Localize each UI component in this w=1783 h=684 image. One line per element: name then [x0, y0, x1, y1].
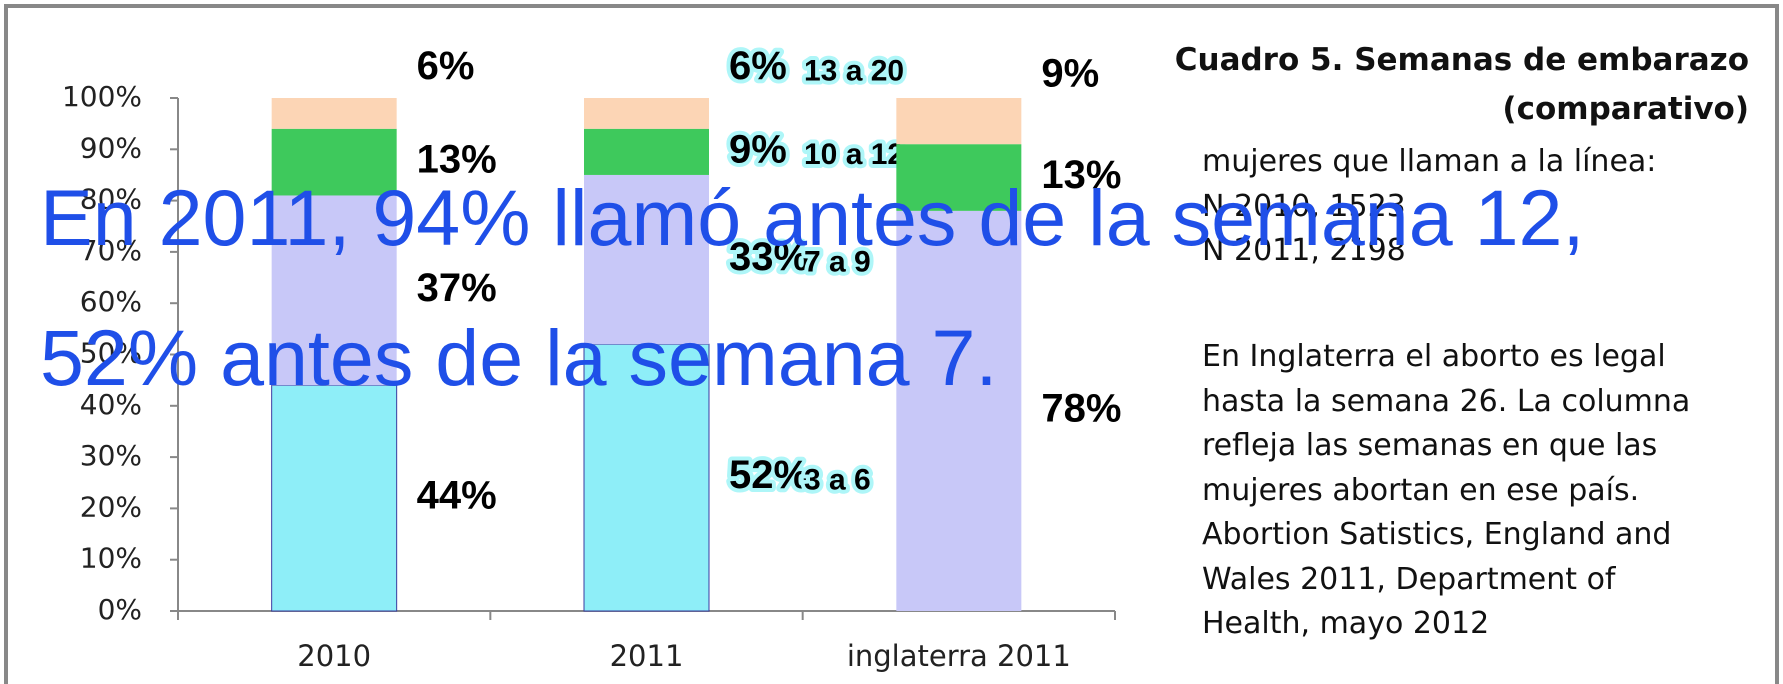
paragraph: En Inglaterra el aborto es legal hasta la…: [1202, 335, 1690, 647]
note-line: N 2011, 2198: [1202, 233, 1406, 268]
y-tick-label: 90%: [80, 131, 142, 164]
legend-label: 7 a 9: [804, 246, 871, 279]
bar-segment: [896, 144, 1022, 211]
value-label: 37%: [417, 266, 497, 310]
frame: [4, 4, 1779, 684]
paragraph-line: Abortion Satistics, England and: [1202, 517, 1672, 552]
x-tick-label: 2010: [297, 639, 371, 673]
x-tick-label: inglaterra 2011: [847, 639, 1071, 673]
value-label: 78%: [1041, 386, 1121, 430]
y-tick-label: 10%: [80, 542, 142, 575]
value-label: 9%: [1041, 52, 1099, 96]
value-label: 52%: [729, 453, 809, 497]
note-line: N 2010, 1523: [1202, 188, 1406, 224]
y-tick-label: 40%: [80, 388, 142, 421]
y-tick-label: 50%: [80, 337, 142, 370]
bar-segment: [584, 174, 709, 345]
overlay-text: En 2011, 94% llamó antes de la semana 12…: [40, 148, 1584, 428]
paragraph-line: Health, mayo 2012: [1202, 606, 1490, 641]
note-line: mujeres que llaman a la línea:: [1202, 144, 1657, 179]
value-label: 44%: [417, 474, 497, 518]
bar-segment: [271, 384, 398, 612]
value-label: 9%: [729, 127, 787, 171]
overlay-line: En 2011, 94% llamó antes de la semana 12…: [40, 173, 1585, 262]
bar-segment: [583, 343, 710, 612]
bar-segment: [584, 98, 709, 129]
paragraph-line: En Inglaterra el aborto es legal: [1202, 339, 1666, 374]
value-label: 6%: [417, 44, 475, 88]
y-tick-label: 70%: [80, 234, 142, 267]
y-tick-label: 100%: [62, 80, 142, 113]
x-tick-label: 2011: [610, 639, 684, 673]
bar-segment: [271, 195, 397, 386]
y-tick-label: 60%: [80, 285, 142, 318]
notes: mujeres que llaman a la línea: N 2010, 15…: [1202, 140, 1656, 274]
paragraph-line: mujeres abortan en ese país.: [1202, 472, 1640, 508]
paragraph-line: Wales 2011, Department of: [1202, 561, 1616, 597]
paragraph-line: refleja las semanas en que las: [1202, 428, 1658, 463]
chart-title: Cuadro 5. Semanas de embarazo (comparati…: [1174, 42, 1749, 127]
legend-label: 3 a 6: [804, 464, 871, 497]
overlay-line: 52% antes de la semana 7.: [40, 313, 998, 402]
paragraph-line: hasta la semana 26. La columna: [1202, 383, 1691, 419]
bar-segment: [896, 98, 1022, 145]
value-label: 33%: [729, 235, 809, 279]
bar-segment: [271, 128, 397, 196]
y-tick-label: 30%: [80, 439, 142, 472]
value-label: 13%: [417, 138, 497, 182]
bar-segment: [271, 98, 397, 129]
legend-label: 13 a 20: [804, 54, 904, 87]
y-tick-label: 80%: [80, 183, 142, 216]
value-label: 6%: [729, 44, 787, 88]
legend-label: 10 a 12: [804, 138, 904, 171]
bar-segment: [584, 128, 709, 175]
value-label: 13%: [1041, 153, 1121, 197]
y-tick-label: 20%: [80, 490, 142, 523]
y-tick-label: 0%: [98, 593, 142, 626]
bar-segment: [896, 210, 1022, 612]
